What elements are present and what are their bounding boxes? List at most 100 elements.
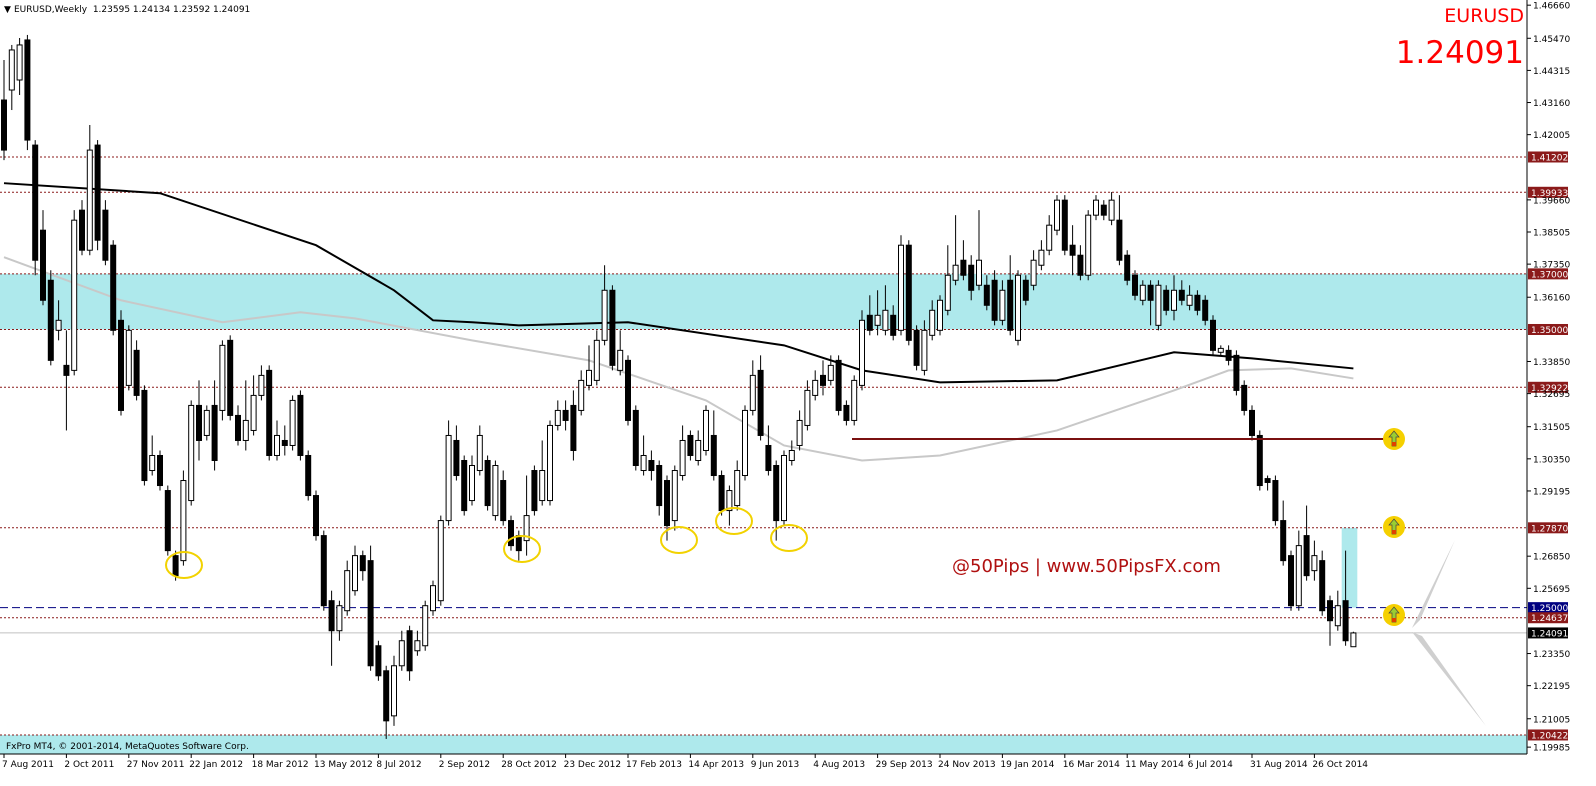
candle-body xyxy=(508,520,514,547)
candle-body xyxy=(562,409,569,421)
candle-body xyxy=(219,344,226,411)
candle-body xyxy=(804,389,811,426)
candle-body xyxy=(710,434,717,477)
candles xyxy=(1,34,1357,739)
level-label: 1.35000 xyxy=(1531,326,1568,336)
axis: 1.41202 1.39933 1.37000 1.35000 1.32922 1.278… xyxy=(2,2,1570,770)
level-label-box xyxy=(1528,612,1568,624)
candle-body xyxy=(289,399,296,446)
candle-body xyxy=(882,309,889,331)
level-label-box xyxy=(1528,186,1568,198)
candle-body xyxy=(999,289,1006,321)
candle-body xyxy=(687,434,694,456)
candle-body xyxy=(1007,279,1014,331)
projection-wedge xyxy=(1412,632,1486,726)
candle-body xyxy=(960,259,967,276)
footer: FxPro MT4, © 2001-2014, MetaQuotes Softw… xyxy=(6,742,249,752)
y-tick-label: 1.26850 xyxy=(1533,553,1570,563)
y-tick-label: 1.29195 xyxy=(1533,487,1570,497)
candle-body xyxy=(812,379,819,396)
y-tick-label: 1.44315 xyxy=(1533,67,1570,77)
candle-body xyxy=(1202,299,1209,321)
candle-body xyxy=(1077,254,1084,276)
candle-body xyxy=(820,374,826,386)
candle-body xyxy=(250,394,257,431)
alert-icon xyxy=(1383,428,1405,450)
candle-body xyxy=(1139,284,1146,301)
candle-body xyxy=(125,329,132,386)
candle-body xyxy=(952,264,959,281)
alert-icon xyxy=(1383,604,1405,626)
y-tick-label: 1.30350 xyxy=(1533,455,1570,465)
y-tick-label: 1.45470 xyxy=(1533,35,1570,45)
candle-body xyxy=(235,414,241,441)
candle-body xyxy=(983,284,990,306)
candle-body xyxy=(281,439,288,446)
candle-body xyxy=(1327,600,1333,622)
x-tick-label: 13 May 2012 xyxy=(314,760,373,770)
level-label-box xyxy=(1528,522,1568,534)
candle-body xyxy=(929,309,936,336)
candle-body xyxy=(796,419,803,446)
candle-body xyxy=(352,555,358,592)
candle-body xyxy=(313,495,319,537)
candle-body xyxy=(157,454,163,487)
candle-body xyxy=(102,209,109,261)
candle-body xyxy=(1022,279,1029,301)
candle-body xyxy=(437,520,444,602)
candle-body xyxy=(937,299,943,331)
candle-body xyxy=(851,379,858,421)
level-label: 1.25000 xyxy=(1531,604,1568,614)
candle-body xyxy=(679,439,686,477)
candle-body xyxy=(492,465,499,517)
y-tick-label: 1.42005 xyxy=(1533,131,1570,141)
candle-body xyxy=(110,244,117,331)
candle-body xyxy=(297,394,304,456)
candle-body xyxy=(305,454,312,497)
candle-body xyxy=(359,555,366,572)
candle-body xyxy=(1334,605,1341,627)
header: EURUSD,Weekly 1.23595 1.24134 1.23592 1.… xyxy=(14,5,250,15)
candle-body xyxy=(164,490,171,552)
y-tick-label: 1.36160 xyxy=(1533,294,1570,304)
candle-body xyxy=(781,454,787,522)
candle-body xyxy=(453,439,460,477)
candle-body xyxy=(242,419,249,441)
candle-body xyxy=(1241,384,1248,411)
watermark: @50Pips | www.50PipsFX.com xyxy=(952,556,1221,577)
candle-body xyxy=(757,369,764,436)
candle-body xyxy=(40,229,46,301)
candle-body xyxy=(1256,434,1263,487)
candle-body xyxy=(1249,409,1255,436)
candle-body xyxy=(1,99,7,151)
candle-body xyxy=(601,289,608,341)
candle-body xyxy=(1194,294,1201,311)
candle-body xyxy=(586,369,592,386)
candle-body xyxy=(328,600,335,632)
candle-body xyxy=(500,480,507,522)
level-label: 1.39933 xyxy=(1531,189,1568,199)
candle-body xyxy=(843,404,850,421)
candle-body xyxy=(1225,349,1232,361)
candle-body xyxy=(24,39,31,141)
y-tick-label: 1.38505 xyxy=(1533,229,1570,239)
candle-body xyxy=(617,349,624,371)
x-tick-label: 27 Nov 2011 xyxy=(127,760,185,770)
candle-body xyxy=(890,314,897,336)
candle-body xyxy=(859,319,865,386)
candle-body xyxy=(921,329,928,371)
candle-body xyxy=(1093,199,1099,216)
x-tick-label: 31 Aug 2014 xyxy=(1250,760,1308,770)
moving-average xyxy=(3,182,1354,384)
candle-body xyxy=(211,404,218,461)
candle-body xyxy=(913,329,920,366)
y-tick-label: 1.46660 xyxy=(1533,2,1570,12)
candle-body xyxy=(1054,199,1060,231)
candle-body xyxy=(695,439,702,461)
candle-body xyxy=(1015,274,1021,341)
candle-body xyxy=(188,404,195,502)
candle-body xyxy=(1350,632,1357,648)
candle-body xyxy=(320,535,327,607)
candle-body xyxy=(671,470,678,522)
